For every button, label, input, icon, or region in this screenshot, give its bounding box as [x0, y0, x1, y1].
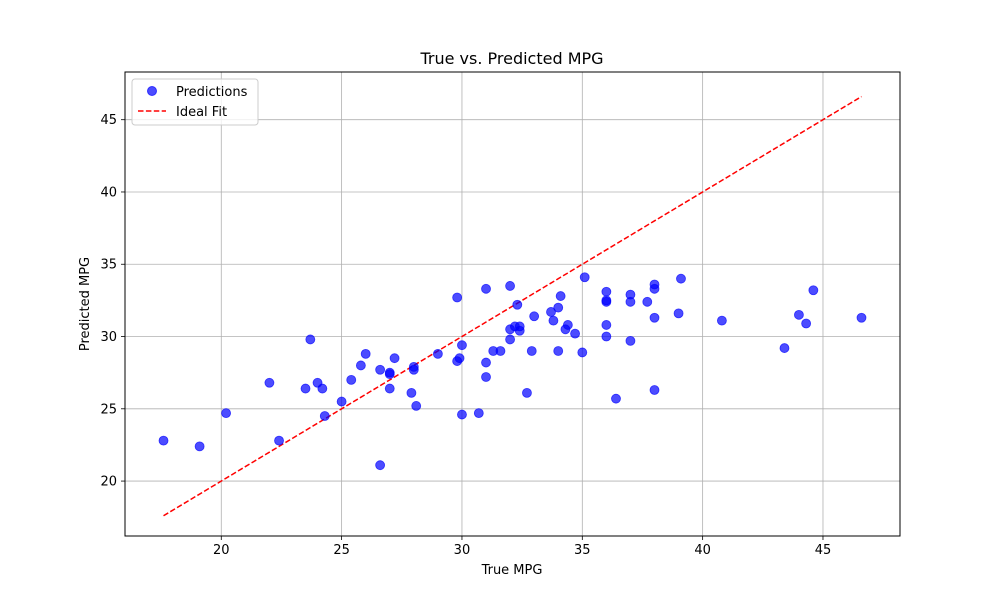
prediction-point: [625, 335, 636, 346]
prediction-point: [673, 308, 684, 319]
prediction-point: [642, 296, 653, 307]
y-axis-label: Predicted MPG: [78, 257, 93, 351]
prediction-point: [221, 408, 231, 419]
prediction-points-layer: [158, 272, 867, 471]
y-tick-label: 30: [100, 330, 117, 345]
prediction-point: [505, 334, 515, 345]
legend-box: [131, 78, 259, 126]
x-tick-label: 45: [815, 543, 832, 558]
prediction-point: [526, 346, 537, 356]
prediction-point: [553, 302, 564, 313]
prediction-point: [505, 281, 515, 291]
prediction-point: [355, 360, 366, 371]
prediction-point: [194, 441, 205, 452]
ideal-fit-layer: [163, 95, 862, 517]
y-tick-label: 45: [100, 113, 117, 128]
prediction-point: [794, 309, 804, 320]
prediction-point: [601, 286, 612, 297]
prediction-point: [452, 292, 463, 303]
prediction-point: [808, 285, 819, 296]
chart-title: True vs. Predicted MPG: [419, 49, 603, 68]
legend-marker-predictions: [147, 86, 157, 96]
prediction-point: [716, 315, 727, 326]
prediction-point: [158, 435, 169, 446]
prediction-point: [856, 312, 867, 323]
y-tick-label: 40: [100, 185, 117, 200]
prediction-point: [577, 347, 588, 358]
prediction-point: [457, 340, 467, 351]
prediction-point: [481, 357, 491, 368]
prediction-point: [649, 385, 660, 395]
prediction-point: [611, 393, 621, 404]
prediction-point: [406, 387, 417, 398]
x-axis-label: True MPG: [481, 563, 543, 578]
prediction-point: [676, 273, 686, 284]
prediction-point: [375, 460, 386, 471]
y-tick-label: 25: [100, 402, 117, 417]
prediction-point: [570, 328, 580, 339]
prediction-point: [495, 346, 506, 356]
legend-label-predictions: Predictions: [176, 85, 248, 100]
prediction-point: [384, 369, 395, 380]
y-tick-label: 35: [100, 258, 117, 273]
prediction-point: [579, 272, 590, 283]
prediction-point: [601, 296, 612, 307]
prediction-point: [512, 299, 523, 310]
prediction-point: [300, 383, 311, 394]
prediction-point: [601, 331, 612, 342]
prediction-point: [514, 325, 525, 336]
prediction-point: [346, 374, 357, 385]
prediction-point: [336, 396, 347, 407]
prediction-point: [264, 377, 275, 388]
prediction-point: [473, 408, 484, 419]
prediction-point: [522, 387, 532, 398]
prediction-point: [555, 291, 566, 301]
prediction-point: [779, 343, 790, 353]
prediction-point: [481, 283, 491, 294]
grid-lines: [125, 72, 900, 536]
prediction-point: [601, 320, 612, 330]
prediction-point: [649, 312, 660, 323]
prediction-point: [384, 383, 395, 394]
prediction-point: [319, 411, 330, 421]
prediction-point: [432, 348, 443, 359]
ideal-fit-line: [163, 95, 862, 517]
prediction-point: [649, 283, 660, 294]
prediction-point: [481, 372, 491, 382]
x-tick-label: 35: [574, 543, 591, 558]
prediction-point: [317, 383, 328, 394]
prediction-point: [408, 361, 419, 372]
prediction-point: [274, 435, 284, 446]
prediction-point: [360, 348, 371, 359]
prediction-point: [562, 320, 573, 330]
x-tick-label: 40: [694, 543, 711, 558]
axis-ticks: 20 25 30 35 40 45 20 25 30 35 40 45: [100, 113, 831, 558]
plot-frame: [124, 71, 901, 537]
x-tick-label: 20: [213, 543, 230, 558]
prediction-point: [454, 353, 465, 364]
prediction-point: [375, 364, 386, 375]
x-tick-label: 30: [454, 543, 471, 558]
prediction-point: [553, 346, 564, 356]
prediction-point: [548, 315, 559, 326]
x-tick-label: 25: [333, 543, 350, 558]
y-tick-label: 20: [100, 475, 117, 490]
prediction-point: [305, 334, 316, 345]
prediction-point: [389, 353, 400, 364]
prediction-point: [529, 311, 540, 322]
prediction-point: [457, 409, 467, 420]
prediction-point: [411, 401, 422, 411]
legend: Predictions Ideal Fit: [131, 78, 259, 126]
prediction-point: [625, 296, 636, 307]
prediction-point: [801, 318, 812, 329]
legend-label-ideal-fit: Ideal Fit: [176, 105, 227, 120]
